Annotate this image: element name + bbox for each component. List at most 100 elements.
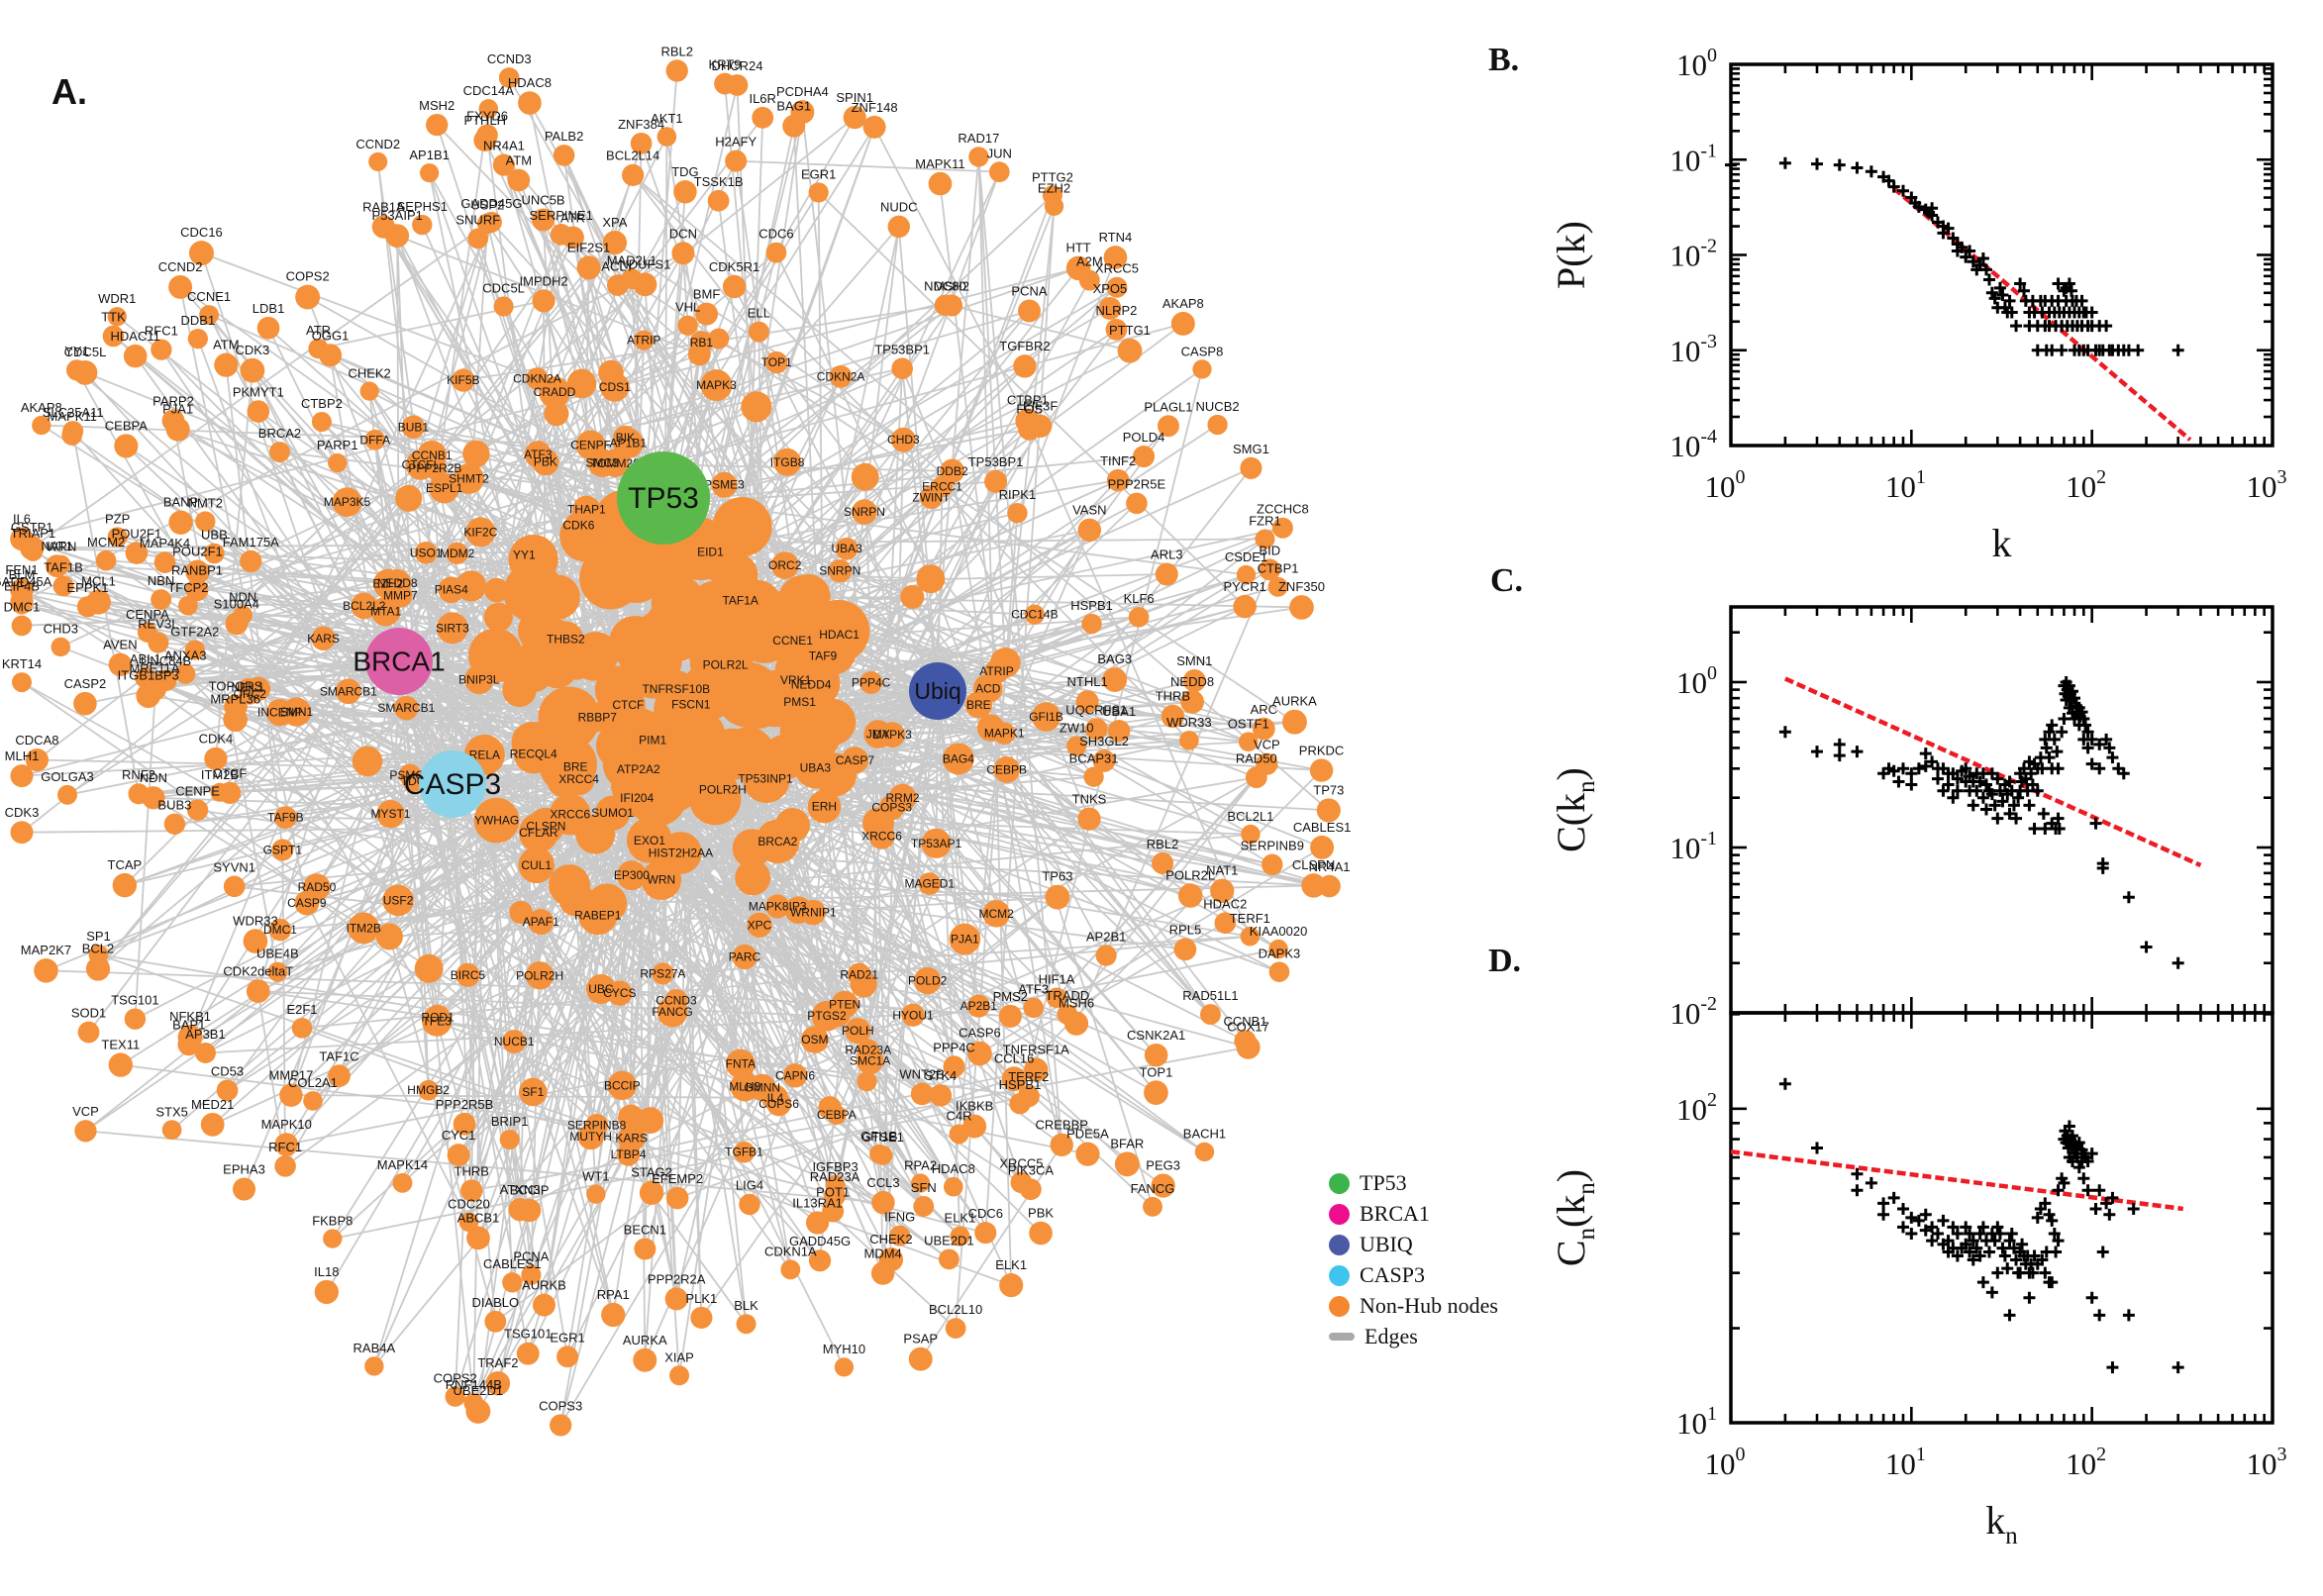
network-node[interactable]: [901, 1003, 925, 1027]
network-node[interactable]: [780, 1259, 801, 1280]
network-node[interactable]: [550, 224, 572, 246]
network-node[interactable]: [871, 1190, 895, 1215]
network-node[interactable]: [910, 1173, 931, 1193]
network-node[interactable]: [564, 511, 593, 540]
network-node[interactable]: [1102, 667, 1128, 692]
network-node[interactable]: [359, 381, 379, 401]
network-node[interactable]: [34, 958, 58, 983]
network-node[interactable]: [453, 1112, 476, 1136]
network-node[interactable]: [1044, 196, 1064, 216]
network-node[interactable]: [102, 325, 125, 348]
network-node[interactable]: [240, 357, 265, 383]
network-node[interactable]: [770, 551, 799, 579]
network-node[interactable]: [913, 966, 942, 995]
network-node[interactable]: [445, 1386, 465, 1407]
network-node[interactable]: [65, 359, 88, 381]
network-node[interactable]: [485, 1370, 511, 1396]
network-node[interactable]: [478, 99, 499, 119]
network-node[interactable]: [1210, 878, 1235, 903]
network-node[interactable]: [425, 1004, 451, 1031]
network-node[interactable]: [822, 1200, 845, 1223]
network-node[interactable]: [851, 462, 879, 491]
network-node[interactable]: [829, 364, 853, 388]
network-node[interactable]: [652, 962, 674, 985]
network-node[interactable]: [1117, 338, 1143, 363]
network-node[interactable]: [945, 1318, 966, 1339]
network-node[interactable]: [928, 171, 953, 196]
network-node[interactable]: [1268, 961, 1290, 982]
network-node[interactable]: [619, 638, 665, 684]
network-node[interactable]: [532, 208, 556, 232]
network-node[interactable]: [1143, 1196, 1162, 1217]
network-node[interactable]: [637, 1107, 664, 1134]
network-node[interactable]: [825, 1175, 846, 1196]
network-node[interactable]: [967, 1041, 992, 1066]
network-node[interactable]: [493, 296, 514, 317]
network-node[interactable]: [993, 756, 1021, 783]
network-node[interactable]: [308, 338, 329, 359]
network-node[interactable]: [295, 284, 321, 310]
network-node[interactable]: [707, 189, 730, 212]
network-node[interactable]: [12, 672, 32, 693]
network-node[interactable]: [725, 1048, 756, 1079]
network-node[interactable]: [732, 944, 758, 970]
network-node[interactable]: [151, 339, 172, 360]
network-node[interactable]: [619, 740, 658, 779]
network-node[interactable]: [1152, 851, 1174, 875]
network-node[interactable]: [57, 784, 77, 805]
network-node[interactable]: [669, 1365, 690, 1386]
network-node[interactable]: [916, 564, 946, 594]
network-node[interactable]: [1083, 766, 1104, 787]
network-node[interactable]: [1245, 766, 1267, 789]
network-node[interactable]: [199, 305, 220, 325]
network-node[interactable]: [553, 145, 575, 166]
network-node[interactable]: [733, 1141, 756, 1163]
network-node[interactable]: [585, 974, 616, 1004]
network-node[interactable]: [509, 540, 539, 569]
network-node[interactable]: [161, 1120, 182, 1141]
network-node[interactable]: [10, 821, 34, 845]
network-node[interactable]: [689, 331, 714, 354]
network-node[interactable]: [392, 1172, 413, 1193]
network-node[interactable]: [998, 1004, 1022, 1029]
network-node[interactable]: [364, 429, 386, 450]
network-node[interactable]: [161, 409, 185, 433]
network-node[interactable]: [1182, 669, 1206, 693]
network-node[interactable]: [949, 923, 981, 955]
network-node[interactable]: [919, 485, 943, 509]
network-node[interactable]: [1240, 926, 1261, 947]
network-node[interactable]: [364, 1356, 384, 1376]
network-node[interactable]: [311, 626, 336, 651]
network-node[interactable]: [576, 255, 601, 280]
network-node[interactable]: [454, 463, 484, 494]
network-node[interactable]: [1081, 613, 1102, 635]
network-node[interactable]: [265, 699, 294, 727]
network-node[interactable]: [394, 695, 419, 721]
network-node[interactable]: [962, 1114, 987, 1139]
network-node[interactable]: [862, 115, 886, 139]
network-node[interactable]: [1018, 417, 1042, 441]
network-node[interactable]: [335, 678, 361, 705]
network-node[interactable]: [805, 1211, 830, 1235]
network-node[interactable]: [61, 425, 83, 446]
network-node[interactable]: [1318, 874, 1341, 898]
network-node[interactable]: [246, 979, 270, 1003]
network-node[interactable]: [519, 1077, 548, 1107]
network-node[interactable]: [184, 640, 205, 660]
network-node[interactable]: [291, 1018, 313, 1039]
network-node[interactable]: [1173, 938, 1197, 961]
network-node[interactable]: [532, 449, 559, 476]
network-node[interactable]: [1050, 1133, 1073, 1157]
network-node[interactable]: [303, 1091, 323, 1111]
network-node[interactable]: [921, 828, 952, 858]
network-node[interactable]: [671, 242, 695, 265]
network-node[interactable]: [484, 1310, 507, 1333]
network-node[interactable]: [890, 427, 916, 452]
network-node[interactable]: [465, 1399, 491, 1424]
network-node[interactable]: [88, 945, 109, 965]
network-node[interactable]: [1075, 690, 1099, 714]
network-node[interactable]: [1310, 835, 1335, 859]
network-node[interactable]: [455, 962, 480, 987]
network-node[interactable]: [210, 782, 230, 802]
network-node[interactable]: [664, 1287, 688, 1311]
